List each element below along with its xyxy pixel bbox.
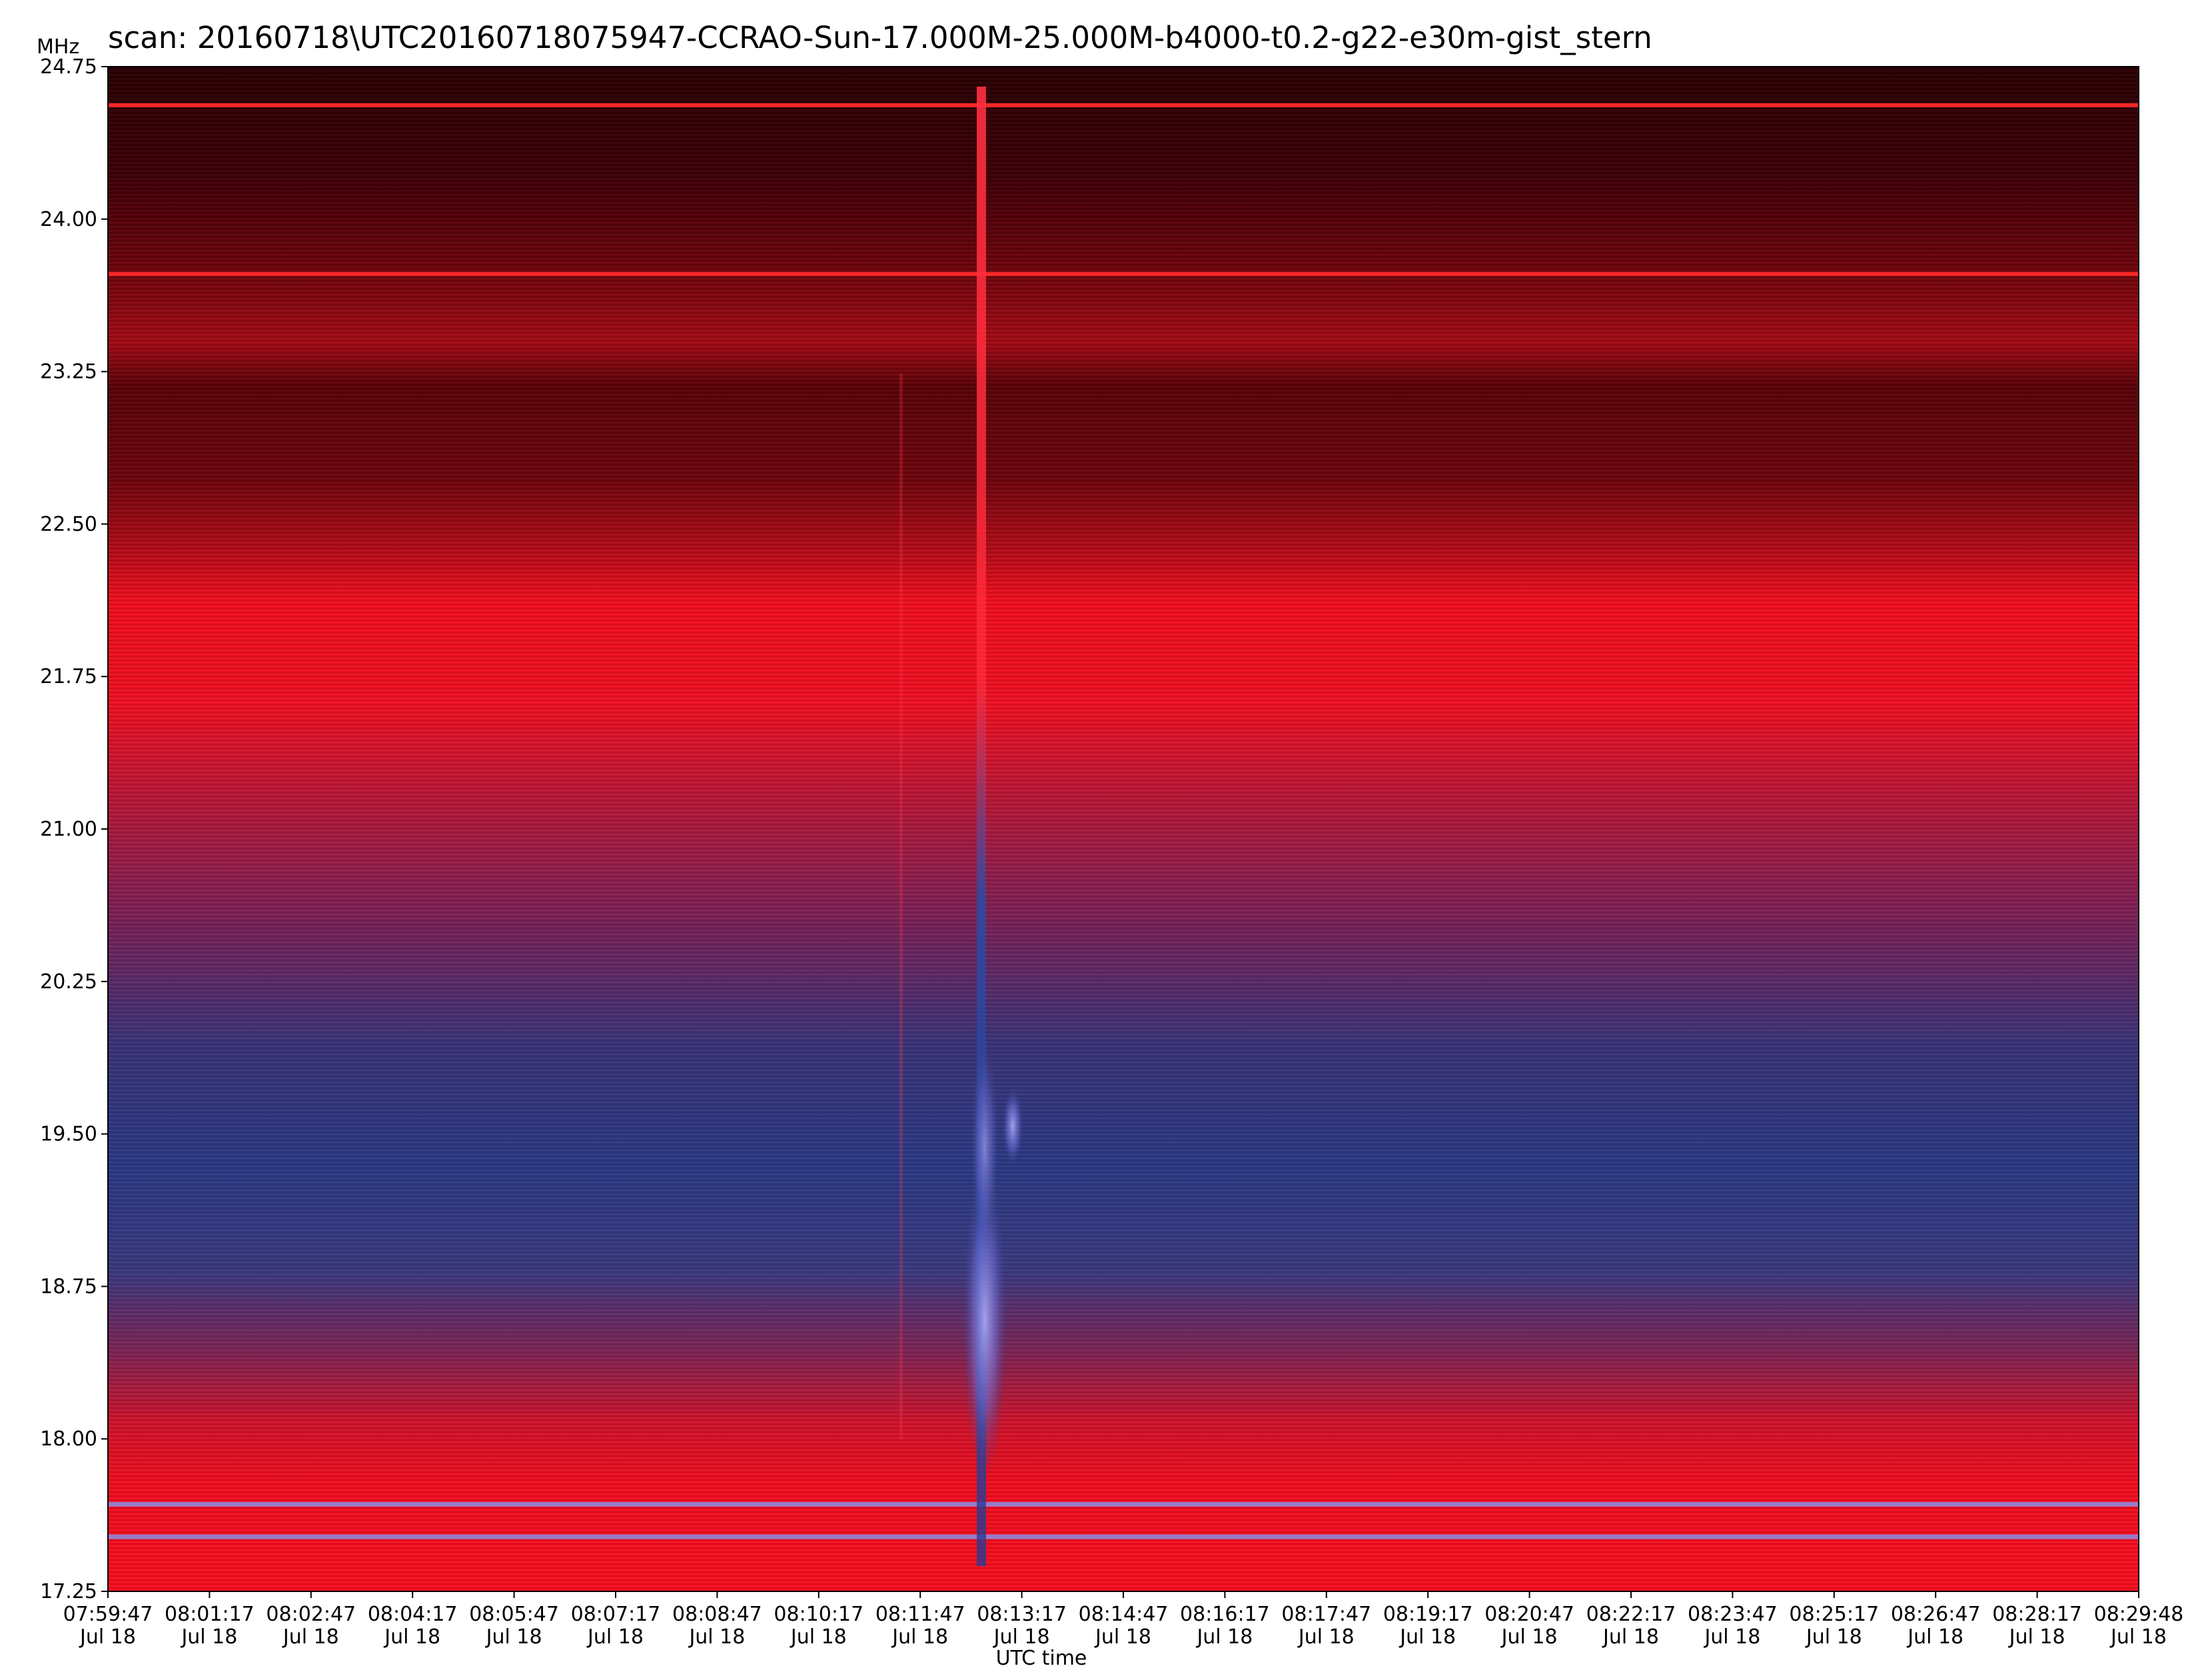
y-tick-label: 18.00 (40, 1427, 97, 1451)
x-tick-date-label: Jul 18 (1398, 1625, 1456, 1649)
x-tick-time-label: 08:25:17 (1789, 1603, 1879, 1626)
burst-glow-side (1002, 1086, 1023, 1166)
x-tick-date-label: Jul 18 (1297, 1625, 1355, 1649)
x-tick-date-label: Jul 18 (79, 1625, 136, 1649)
x-tick-date-label: Jul 18 (891, 1625, 948, 1649)
burst-precursor-line (899, 373, 903, 1439)
x-tick-date-label: Jul 18 (2008, 1625, 2065, 1649)
x-tick-time-label: 08:29:48 (2094, 1603, 2184, 1626)
x-tick-date-label: Jul 18 (282, 1625, 339, 1649)
y-tick-label: 20.25 (40, 970, 97, 994)
y-tick-label: 24.00 (40, 208, 97, 231)
burst-glow-lower (962, 1160, 1007, 1479)
y-tick-label: 18.75 (40, 1275, 97, 1298)
x-tick-time-label: 08:01:17 (165, 1603, 255, 1626)
x-tick-time-label: 08:26:47 (1891, 1603, 1981, 1626)
x-tick-date-label: Jul 18 (1195, 1625, 1253, 1649)
x-tick-date-label: Jul 18 (790, 1625, 847, 1649)
rfi-lines (108, 103, 2139, 1539)
y-tick-label: 22.50 (40, 512, 97, 536)
rfi-line (108, 1534, 2139, 1539)
y-tick-label: 23.25 (40, 361, 97, 384)
x-tick-time-label: 08:17:47 (1281, 1603, 1371, 1626)
x-tick-time-label: 08:10:17 (774, 1603, 863, 1626)
x-tick-date-label: Jul 18 (383, 1625, 440, 1649)
x-tick-time-label: 08:16:17 (1180, 1603, 1270, 1626)
x-tick-time-label: 08:07:17 (571, 1603, 661, 1626)
x-tick-date-label: Jul 18 (1602, 1625, 1659, 1649)
y-tick-label: 24.75 (40, 55, 97, 79)
rfi-line (108, 103, 2139, 107)
x-tick-time-label: 08:13:17 (977, 1603, 1067, 1626)
y-tick-label: 19.50 (40, 1123, 97, 1146)
x-tick-time-label: 08:14:47 (1079, 1603, 1169, 1626)
x-tick-time-label: 08:11:47 (875, 1603, 965, 1626)
x-tick-date-label: Jul 18 (993, 1625, 1050, 1649)
x-axis-label: UTC time (996, 1647, 1087, 1666)
rfi-line (108, 272, 2139, 277)
x-tick-date-label: Jul 18 (485, 1625, 542, 1649)
spectrogram-texture (108, 67, 2139, 1591)
x-tick-date-label: Jul 18 (586, 1625, 644, 1649)
radio-burst (899, 87, 1023, 1566)
x-tick-date-label: Jul 18 (1703, 1625, 1760, 1649)
x-tick-time-label: 08:20:47 (1484, 1603, 1574, 1626)
x-tick-date-label: Jul 18 (1500, 1625, 1558, 1649)
x-tick-time-label: 08:19:17 (1383, 1603, 1473, 1626)
x-tick-time-label: 08:05:47 (469, 1603, 559, 1626)
x-tick-time-label: 08:04:17 (368, 1603, 458, 1626)
x-tick-date-label: Jul 18 (2109, 1625, 2167, 1649)
spectrogram-plot-area (108, 67, 2139, 1591)
x-tick-time-label: 08:08:47 (672, 1603, 762, 1626)
rfi-line (108, 1501, 2139, 1507)
x-tick-date-label: Jul 18 (180, 1625, 237, 1649)
x-tick-time-label: 08:22:17 (1586, 1603, 1676, 1626)
y-tick-label: 17.25 (40, 1580, 97, 1603)
x-tick-time-label: 08:23:47 (1688, 1603, 1778, 1626)
x-tick-date-label: Jul 18 (688, 1625, 745, 1649)
burst-glow-middle (970, 1040, 999, 1253)
y-axis: 24.75 24.00 23.25 22.50 21.75 21.00 20.25 19.50… (40, 55, 108, 1603)
y-tick-label: 21.00 (40, 818, 97, 841)
x-tick-date-label: Jul 18 (1805, 1625, 1862, 1649)
chart-title: scan: 20160718\UTC20160718075947-CCRAO-S… (108, 20, 1652, 55)
x-tick-time-label: 07:59:47 (63, 1603, 153, 1626)
x-tick-date-label: Jul 18 (1094, 1625, 1151, 1649)
x-tick-time-label: 08:02:47 (266, 1603, 356, 1626)
x-tick-date-label: Jul 18 (1906, 1625, 1963, 1649)
y-axis-label: MHz (37, 35, 79, 59)
x-tick-time-label: 08:28:17 (1992, 1603, 2082, 1626)
y-tick-label: 21.75 (40, 665, 97, 688)
